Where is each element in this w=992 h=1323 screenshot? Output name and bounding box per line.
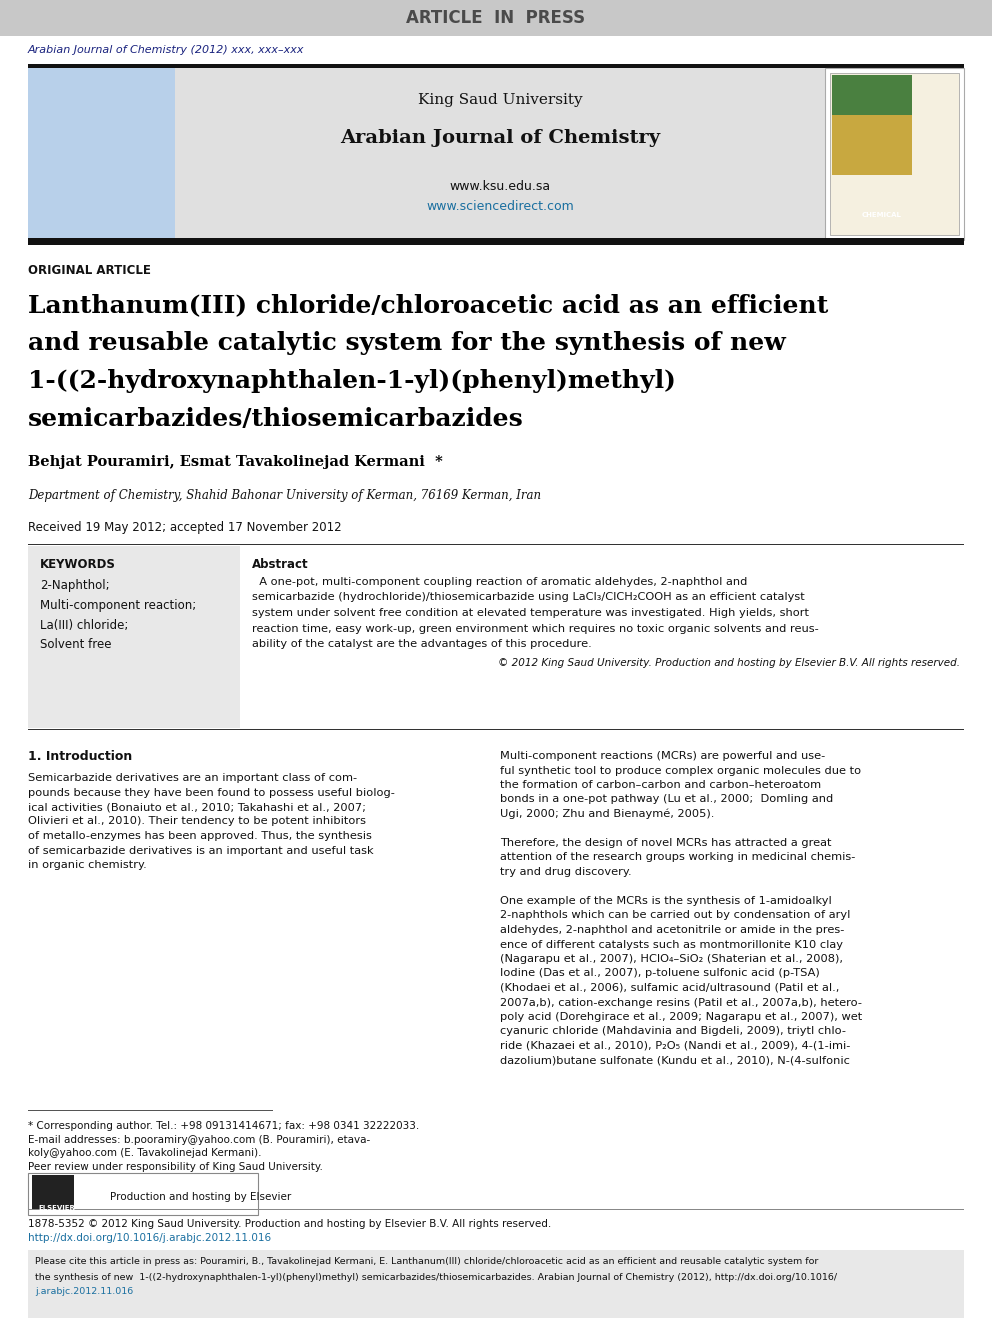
Bar bbox=[28, 1250, 964, 1318]
Text: semicarbazide (hydrochloride)/thiosemicarbazide using LaCl₃/ClCH₂COOH as an effi: semicarbazide (hydrochloride)/thiosemica… bbox=[252, 593, 805, 602]
Text: 2-Naphthol;: 2-Naphthol; bbox=[40, 578, 110, 591]
Text: La(III) chloride;: La(III) chloride; bbox=[40, 618, 128, 631]
Bar bbox=[28, 546, 240, 728]
Text: © 2012 King Saud University. Production and hosting by Elsevier B.V. All rights : © 2012 King Saud University. Production … bbox=[498, 659, 960, 668]
Text: bonds in a one-pot pathway (Lu et al., 2000;  Domling and: bonds in a one-pot pathway (Lu et al., 2… bbox=[500, 795, 833, 804]
Text: try and drug discovery.: try and drug discovery. bbox=[500, 867, 632, 877]
Text: attention of the research groups working in medicinal chemis-: attention of the research groups working… bbox=[500, 852, 855, 863]
Text: www.ksu.edu.sa: www.ksu.edu.sa bbox=[449, 180, 551, 193]
Bar bbox=[832, 75, 912, 175]
Bar bbox=[830, 73, 959, 235]
Text: the formation of carbon–carbon and carbon–heteroatom: the formation of carbon–carbon and carbo… bbox=[500, 781, 821, 790]
Bar bbox=[832, 115, 912, 175]
Bar bbox=[28, 67, 175, 239]
Bar bbox=[32, 1175, 74, 1211]
Bar bbox=[28, 1174, 258, 1215]
Text: CHEMICAL: CHEMICAL bbox=[862, 212, 902, 218]
Text: Multi-component reaction;: Multi-component reaction; bbox=[40, 598, 196, 611]
Text: system under solvent free condition at elevated temperature was investigated. Hi: system under solvent free condition at e… bbox=[252, 609, 809, 618]
Text: Production and hosting by Elsevier: Production and hosting by Elsevier bbox=[110, 1192, 292, 1203]
Text: aldehydes, 2-naphthol and acetonitrile or amide in the pres-: aldehydes, 2-naphthol and acetonitrile o… bbox=[500, 925, 844, 935]
Text: (Nagarapu et al., 2007), HClO₄–SiO₂ (Shaterian et al., 2008),: (Nagarapu et al., 2007), HClO₄–SiO₂ (Sha… bbox=[500, 954, 843, 964]
Text: dazolium)butane sulfonate (Kundu et al., 2010), N-(4-sulfonic: dazolium)butane sulfonate (Kundu et al.,… bbox=[500, 1056, 850, 1065]
Text: poly acid (Dorehgirace et al., 2009; Nagarapu et al., 2007), wet: poly acid (Dorehgirace et al., 2009; Nag… bbox=[500, 1012, 862, 1021]
Text: Arabian Journal of Chemistry (2012) xxx, xxx–xxx: Arabian Journal of Chemistry (2012) xxx,… bbox=[28, 45, 305, 56]
Text: Lanthanum(III) chloride/chloroacetic acid as an efficient: Lanthanum(III) chloride/chloroacetic aci… bbox=[28, 292, 828, 318]
Text: pounds because they have been found to possess useful biolog-: pounds because they have been found to p… bbox=[28, 787, 395, 798]
Text: koly@yahoo.com (E. Tavakolinejad Kermani).: koly@yahoo.com (E. Tavakolinejad Kermani… bbox=[28, 1148, 262, 1158]
Text: King Saud University: King Saud University bbox=[418, 93, 582, 107]
Bar bbox=[28, 67, 175, 239]
Text: 1878-5352 © 2012 King Saud University. Production and hosting by Elsevier B.V. A: 1878-5352 © 2012 King Saud University. P… bbox=[28, 1218, 552, 1229]
Text: Peer review under responsibility of King Saud University.: Peer review under responsibility of King… bbox=[28, 1162, 322, 1172]
Text: Iodine (Das et al., 2007), p-toluene sulfonic acid (p-TSA): Iodine (Das et al., 2007), p-toluene sul… bbox=[500, 968, 819, 979]
Text: Therefore, the design of novel MCRs has attracted a great: Therefore, the design of novel MCRs has … bbox=[500, 837, 831, 848]
Text: the synthesis of new  1-((2-hydroxynaphthalen-1-yl)(phenyl)methyl) semicarbazide: the synthesis of new 1-((2-hydroxynaphth… bbox=[35, 1273, 837, 1282]
Text: http://dx.doi.org/10.1016/j.arabjc.2012.11.016: http://dx.doi.org/10.1016/j.arabjc.2012.… bbox=[28, 1233, 271, 1244]
Text: (Khodaei et al., 2006), sulfamic acid/ultrasound (Patil et al.,: (Khodaei et al., 2006), sulfamic acid/ul… bbox=[500, 983, 839, 994]
Text: ical activities (Bonaiuto et al., 2010; Takahashi et al., 2007;: ical activities (Bonaiuto et al., 2010; … bbox=[28, 802, 366, 812]
Text: j.arabjc.2012.11.016: j.arabjc.2012.11.016 bbox=[35, 1287, 133, 1297]
Bar bbox=[175, 67, 825, 239]
Text: One example of the MCRs is the synthesis of 1-amidoalkyl: One example of the MCRs is the synthesis… bbox=[500, 896, 831, 906]
Text: www.sciencedirect.com: www.sciencedirect.com bbox=[427, 201, 574, 213]
Text: Arabian Journal of Chemistry: Arabian Journal of Chemistry bbox=[340, 130, 660, 147]
Text: 2-naphthols which can be carried out by condensation of aryl: 2-naphthols which can be carried out by … bbox=[500, 910, 850, 921]
Text: Received 19 May 2012; accepted 17 November 2012: Received 19 May 2012; accepted 17 Novemb… bbox=[28, 521, 341, 534]
Text: ORIGINAL ARTICLE: ORIGINAL ARTICLE bbox=[28, 263, 151, 277]
Text: ability of the catalyst are the advantages of this procedure.: ability of the catalyst are the advantag… bbox=[252, 639, 592, 650]
Text: semicarbazides/thiosemicarbazides: semicarbazides/thiosemicarbazides bbox=[28, 407, 524, 431]
Text: Multi-component reactions (MCRs) are powerful and use-: Multi-component reactions (MCRs) are pow… bbox=[500, 751, 825, 761]
Text: ence of different catalysts such as montmorillonite K10 clay: ence of different catalysts such as mont… bbox=[500, 939, 843, 950]
Bar bbox=[825, 67, 964, 239]
Text: Olivieri et al., 2010). Their tendency to be potent inhibitors: Olivieri et al., 2010). Their tendency t… bbox=[28, 816, 366, 827]
Text: E-mail addresses: b.pooramiry@yahoo.com (B. Pouramiri), etava-: E-mail addresses: b.pooramiry@yahoo.com … bbox=[28, 1135, 370, 1144]
Text: Abstract: Abstract bbox=[252, 557, 309, 570]
Text: of metallo-enzymes has been approved. Thus, the synthesis: of metallo-enzymes has been approved. Th… bbox=[28, 831, 372, 841]
Text: ARTICLE  IN  PRESS: ARTICLE IN PRESS bbox=[407, 9, 585, 26]
Text: A one-pot, multi-component coupling reaction of aromatic aldehydes, 2-naphthol a: A one-pot, multi-component coupling reac… bbox=[252, 577, 747, 587]
Text: KEYWORDS: KEYWORDS bbox=[40, 557, 116, 570]
Text: reaction time, easy work-up, green environment which requires no toxic organic s: reaction time, easy work-up, green envir… bbox=[252, 623, 818, 634]
Text: and reusable catalytic system for the synthesis of new: and reusable catalytic system for the sy… bbox=[28, 331, 786, 355]
Text: Behjat Pouramiri, Esmat Tavakolinejad Kermani  *: Behjat Pouramiri, Esmat Tavakolinejad Ke… bbox=[28, 455, 442, 468]
Text: Solvent free: Solvent free bbox=[40, 639, 111, 651]
Text: Semicarbazide derivatives are an important class of com-: Semicarbazide derivatives are an importa… bbox=[28, 773, 357, 783]
Bar bbox=[0, 0, 992, 36]
Text: 2007a,b), cation-exchange resins (Patil et al., 2007a,b), hetero-: 2007a,b), cation-exchange resins (Patil … bbox=[500, 998, 862, 1008]
Text: in organic chemistry.: in organic chemistry. bbox=[28, 860, 147, 871]
Text: of semicarbazide derivatives is an important and useful task: of semicarbazide derivatives is an impor… bbox=[28, 845, 374, 856]
Text: * Corresponding author. Tel.: +98 09131414671; fax: +98 0341 32222033.: * Corresponding author. Tel.: +98 091314… bbox=[28, 1121, 420, 1131]
Text: ELSEVIER: ELSEVIER bbox=[38, 1205, 74, 1211]
Text: Department of Chemistry, Shahid Bahonar University of Kerman, 76169 Kerman, Iran: Department of Chemistry, Shahid Bahonar … bbox=[28, 490, 541, 503]
Bar bbox=[28, 238, 964, 245]
Text: Please cite this article in press as: Pouramiri, B., Tavakolinejad Kermani, E. L: Please cite this article in press as: Po… bbox=[35, 1257, 818, 1266]
Text: 1. Introduction: 1. Introduction bbox=[28, 750, 132, 762]
Text: Ugi, 2000; Zhu and Bienaymé, 2005).: Ugi, 2000; Zhu and Bienaymé, 2005). bbox=[500, 808, 714, 819]
Text: ride (Khazaei et al., 2010), P₂O₅ (Nandi et al., 2009), 4-(1-imi-: ride (Khazaei et al., 2010), P₂O₅ (Nandi… bbox=[500, 1041, 850, 1050]
Text: cyanuric chloride (Mahdavinia and Bigdeli, 2009), triytl chlo-: cyanuric chloride (Mahdavinia and Bigdel… bbox=[500, 1027, 846, 1036]
Text: ful synthetic tool to produce complex organic molecules due to: ful synthetic tool to produce complex or… bbox=[500, 766, 861, 775]
Bar bbox=[28, 64, 964, 67]
Text: 1-((2-hydroxynaphthalen-1-yl)(phenyl)methyl): 1-((2-hydroxynaphthalen-1-yl)(phenyl)met… bbox=[28, 369, 676, 393]
